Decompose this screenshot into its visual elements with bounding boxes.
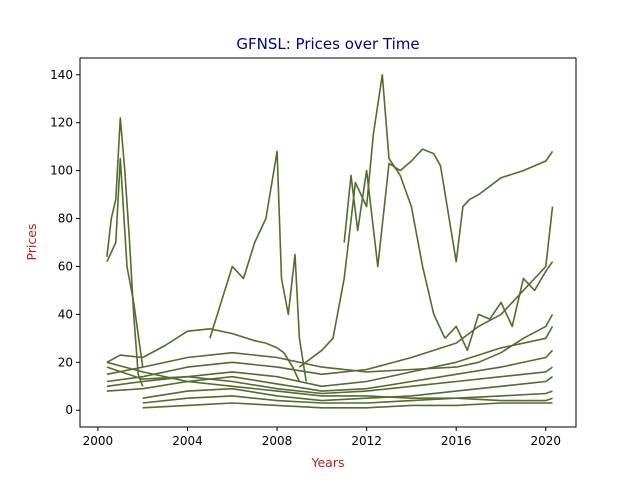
series-line-7 [106, 314, 554, 376]
y-axis-label: Prices [24, 223, 39, 260]
plot-frame [79, 57, 577, 428]
series-line-15 [106, 361, 553, 402]
x-axis-label: Years [311, 455, 345, 470]
y-tick-label: 40 [58, 307, 73, 321]
chart-title: GFNSL: Prices over Time [236, 35, 419, 53]
series-line-2 [106, 157, 144, 368]
series-line-10 [106, 349, 554, 392]
series-lines [106, 74, 554, 409]
x-tick-label: 2004 [172, 434, 203, 448]
series-line-11 [106, 366, 553, 395]
x-tick-label: 2012 [351, 434, 382, 448]
y-tick-label: 140 [50, 68, 73, 82]
x-axis-ticks: 2000 2004 2008 2012 2016 2020 [83, 427, 561, 448]
series-line-3 [106, 327, 301, 382]
series-line-13 [142, 390, 553, 404]
series-line-6 [343, 148, 554, 268]
x-tick-label: 2016 [441, 434, 472, 448]
y-tick-label: 0 [65, 403, 73, 417]
y-axis-ticks: 0 20 40 60 80 100 120 140 [50, 68, 80, 417]
x-tick-label: 2020 [530, 434, 561, 448]
series-line-8 [106, 206, 554, 383]
series-line-12 [142, 376, 553, 402]
y-tick-label: 60 [58, 259, 73, 273]
x-tick-label: 2008 [262, 434, 293, 448]
y-tick-label: 20 [58, 355, 73, 369]
y-tick-label: 100 [50, 164, 73, 178]
series-line-4 [209, 150, 307, 382]
y-tick-label: 80 [58, 212, 73, 226]
series-line-14 [142, 402, 553, 409]
y-tick-label: 120 [50, 116, 73, 130]
series-line-1 [106, 117, 144, 387]
series-line-16 [444, 261, 554, 352]
series-line-5 [298, 74, 446, 368]
x-tick-label: 2000 [83, 434, 114, 448]
